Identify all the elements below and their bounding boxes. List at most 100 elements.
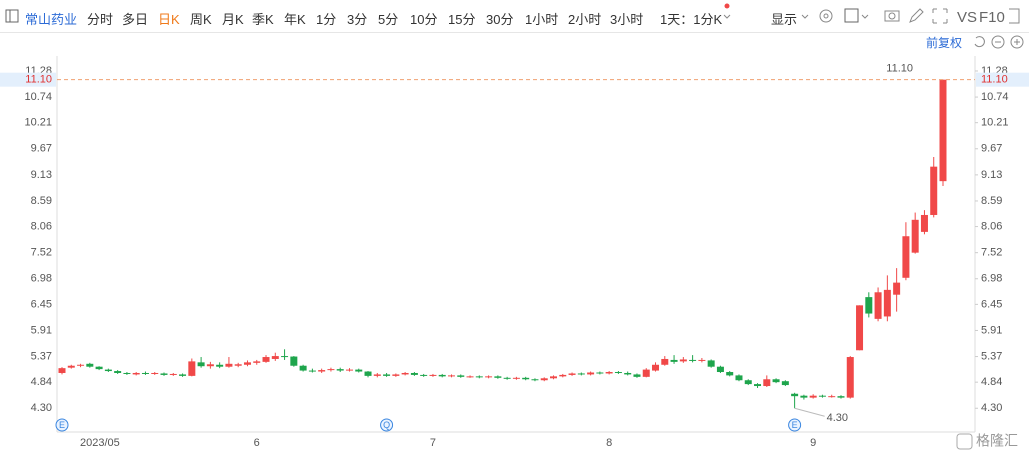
candle-body — [791, 393, 799, 397]
candle-body — [726, 372, 734, 376]
period-tab[interactable]: 分时 — [87, 12, 114, 27]
adjustment[interactable]: 前复权 — [926, 36, 963, 50]
candle-body — [77, 364, 85, 366]
period-tab[interactable]: 3分 — [347, 12, 368, 27]
candle-body — [809, 395, 817, 398]
period-tab[interactable]: 月K — [222, 12, 244, 27]
f10-button[interactable]: F10 — [979, 9, 1005, 26]
sidebar-icon[interactable] — [5, 9, 19, 23]
candle-body — [698, 359, 706, 361]
x-tick-label: 6 — [254, 437, 260, 449]
y-tick-label: 9.67 — [981, 143, 1002, 155]
candle-body — [114, 371, 122, 373]
candle-body — [299, 365, 307, 371]
period-tab[interactable]: 10分 — [410, 12, 438, 27]
price-tag-bg — [976, 72, 1029, 87]
candle-body — [911, 219, 919, 253]
period-tab[interactable]: 日K — [158, 12, 180, 27]
candle-body — [652, 364, 660, 371]
candle-body — [661, 358, 669, 365]
candle-body — [123, 372, 131, 374]
candle-body — [243, 362, 251, 365]
candle-body — [345, 369, 353, 371]
y-tick-label: 6.45 — [31, 298, 52, 310]
candle-body — [874, 292, 882, 319]
vs-button[interactable]: VS — [957, 9, 978, 26]
candle-body — [234, 364, 242, 366]
y-tick-label: 7.52 — [981, 247, 1002, 259]
candle-body — [772, 379, 780, 383]
event-label: Q — [383, 420, 390, 430]
candle-body — [67, 365, 75, 368]
period-tab[interactable]: 3小时 — [610, 12, 644, 27]
candle-body — [383, 374, 391, 376]
y-tick-label: 10.74 — [981, 91, 1009, 103]
candle-body — [633, 374, 641, 377]
y-tick-label: 6.45 — [981, 298, 1002, 310]
low-leader — [794, 407, 825, 417]
candle-body — [281, 356, 289, 358]
price-tag: 11.10 — [25, 74, 52, 86]
y-tick-label: 6.98 — [31, 273, 52, 285]
candle-body — [939, 79, 947, 182]
low-annotation: 4.30 — [827, 412, 848, 424]
event-marker — [380, 418, 394, 432]
y-tick-label: 10.21 — [981, 117, 1009, 129]
candle-body — [485, 376, 493, 378]
period-tab[interactable]: 年K — [284, 12, 306, 27]
event-label: E — [792, 420, 798, 430]
candle-body — [614, 372, 622, 374]
event-label: E — [59, 420, 65, 430]
candle-body — [642, 369, 650, 377]
period-tab[interactable]: 30分 — [486, 12, 514, 27]
candle-body — [800, 395, 808, 398]
candle-body — [587, 372, 595, 375]
multi-period[interactable]: 1天：1分K — [660, 12, 723, 27]
candle-body — [466, 376, 474, 378]
candle-body — [141, 372, 149, 374]
candle-body — [559, 374, 567, 377]
y-tick-label: 5.91 — [31, 324, 52, 336]
candle-body — [781, 381, 789, 386]
period-tab[interactable]: 2小时 — [568, 12, 602, 27]
y-tick-label: 4.30 — [981, 402, 1002, 414]
dropdown[interactable] — [722, 2, 734, 26]
period-tab[interactable]: 5分 — [378, 12, 399, 27]
y-tick-label: 7.52 — [31, 247, 52, 259]
period-tab[interactable]: 15分 — [448, 12, 476, 27]
candle-body — [568, 373, 576, 375]
candle-body — [818, 395, 826, 397]
period-tab[interactable]: 周K — [190, 12, 212, 27]
candle-body — [522, 377, 530, 380]
candle-body — [494, 376, 502, 378]
x-tick-label: 2023/05 — [80, 437, 120, 449]
candle-body — [865, 297, 873, 314]
candle-body — [410, 372, 418, 375]
y-tick-label: 4.84 — [981, 376, 1002, 388]
event-marker — [788, 418, 802, 432]
watermark: 格隆汇 — [976, 433, 1018, 449]
candle-body — [438, 374, 446, 377]
y-tick-label: 6.98 — [981, 273, 1002, 285]
candle-body — [216, 364, 224, 367]
stock-name[interactable]: 常山药业 — [25, 12, 78, 27]
y-tick-label: 9.13 — [31, 169, 52, 181]
candle-body — [206, 364, 214, 367]
candle-body — [596, 372, 604, 374]
period-tab[interactable]: 多日 — [122, 12, 149, 27]
x-tick-label: 8 — [606, 437, 612, 449]
watermark-logo — [956, 433, 973, 450]
event-marker — [55, 418, 69, 432]
period-tab[interactable]: 季K — [252, 12, 274, 27]
y-tick-label: 5.37 — [31, 350, 52, 362]
candle-body — [58, 368, 66, 373]
period-tab[interactable]: 1分 — [316, 12, 337, 27]
display-menu[interactable]: 显示 — [771, 12, 798, 27]
candle-body — [837, 396, 845, 398]
candle-body — [846, 357, 854, 398]
high-annotation: 11.10 — [886, 63, 913, 75]
y-tick-label: 8.59 — [981, 195, 1002, 207]
candle-body — [169, 373, 177, 375]
period-tab[interactable]: 1小时 — [525, 12, 559, 27]
